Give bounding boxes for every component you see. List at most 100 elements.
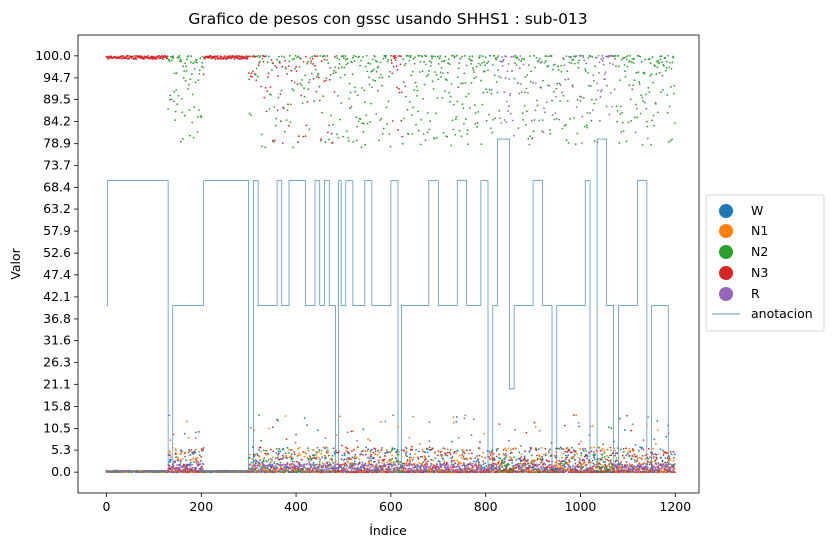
data-point <box>365 464 368 467</box>
data-point <box>562 94 565 97</box>
data-point <box>410 74 413 77</box>
data-point <box>369 457 371 460</box>
data-point <box>512 55 515 58</box>
data-point <box>435 73 438 76</box>
data-point <box>471 55 474 58</box>
data-point <box>306 62 308 65</box>
data-point <box>442 458 444 460</box>
data-point <box>345 467 348 470</box>
data-point <box>474 122 477 125</box>
data-point <box>455 115 458 118</box>
data-point <box>390 468 392 471</box>
data-point <box>398 91 401 94</box>
data-point <box>201 467 204 470</box>
data-point <box>175 456 178 459</box>
data-point <box>275 448 278 450</box>
data-point <box>549 448 551 451</box>
data-point <box>374 448 377 450</box>
data-point <box>370 453 372 456</box>
data-point <box>472 463 474 465</box>
data-point <box>292 457 295 459</box>
data-point <box>181 457 184 460</box>
data-point <box>368 83 371 86</box>
data-point <box>554 456 557 459</box>
data-point <box>499 457 502 460</box>
data-point <box>561 462 563 465</box>
data-point <box>310 72 313 75</box>
data-point <box>186 469 189 472</box>
data-point <box>570 62 573 65</box>
data-point <box>320 60 323 62</box>
data-point <box>454 468 457 471</box>
data-point <box>377 89 379 92</box>
data-point <box>286 109 289 112</box>
data-point <box>171 59 173 62</box>
data-point <box>125 57 127 59</box>
data-point <box>333 451 336 454</box>
data-point <box>451 440 453 443</box>
data-point <box>200 116 203 119</box>
data-point <box>524 450 526 453</box>
data-point <box>326 131 329 134</box>
data-point <box>195 469 197 472</box>
data-point <box>335 434 338 436</box>
data-point <box>259 55 262 57</box>
data-point <box>522 462 525 465</box>
data-point <box>499 468 501 470</box>
data-point <box>177 467 179 470</box>
data-point <box>187 468 189 470</box>
data-point <box>311 57 314 60</box>
data-point <box>286 73 288 75</box>
data-point <box>502 58 505 61</box>
data-point <box>415 85 418 88</box>
data-point <box>414 56 416 59</box>
data-point <box>492 118 495 121</box>
data-point <box>485 465 488 468</box>
data-point <box>380 117 383 120</box>
data-point <box>275 117 278 120</box>
data-point <box>540 465 542 468</box>
data-point <box>354 454 357 456</box>
data-point <box>369 63 372 65</box>
data-point <box>174 119 177 121</box>
data-point <box>538 429 541 432</box>
data-point <box>177 459 179 462</box>
data-point <box>270 59 273 61</box>
data-point <box>484 64 487 66</box>
data-point <box>273 106 276 108</box>
data-point <box>578 425 580 428</box>
data-point <box>566 100 569 102</box>
data-point <box>567 142 570 144</box>
data-point <box>508 439 510 442</box>
data-point <box>398 88 400 90</box>
data-point <box>485 88 488 91</box>
data-point <box>458 465 461 468</box>
data-point <box>437 63 440 65</box>
data-point <box>536 458 539 460</box>
data-point <box>169 460 172 463</box>
data-point <box>411 448 414 451</box>
data-point <box>368 467 371 470</box>
data-point <box>504 452 507 455</box>
data-point <box>540 461 543 463</box>
data-point <box>479 441 481 444</box>
data-point <box>230 57 233 60</box>
data-point <box>406 54 408 57</box>
data-point <box>554 461 557 464</box>
data-point <box>161 56 164 59</box>
data-point <box>168 468 170 470</box>
data-point <box>183 114 186 117</box>
data-point <box>330 114 332 117</box>
data-point <box>318 85 321 88</box>
data-point <box>240 55 243 58</box>
data-point <box>504 458 506 460</box>
data-point <box>434 71 436 73</box>
data-point <box>171 55 174 57</box>
data-point <box>560 447 563 450</box>
data-point <box>555 117 558 120</box>
data-point <box>195 448 197 451</box>
data-point <box>313 100 315 103</box>
data-point <box>555 455 558 457</box>
data-point <box>173 90 176 93</box>
